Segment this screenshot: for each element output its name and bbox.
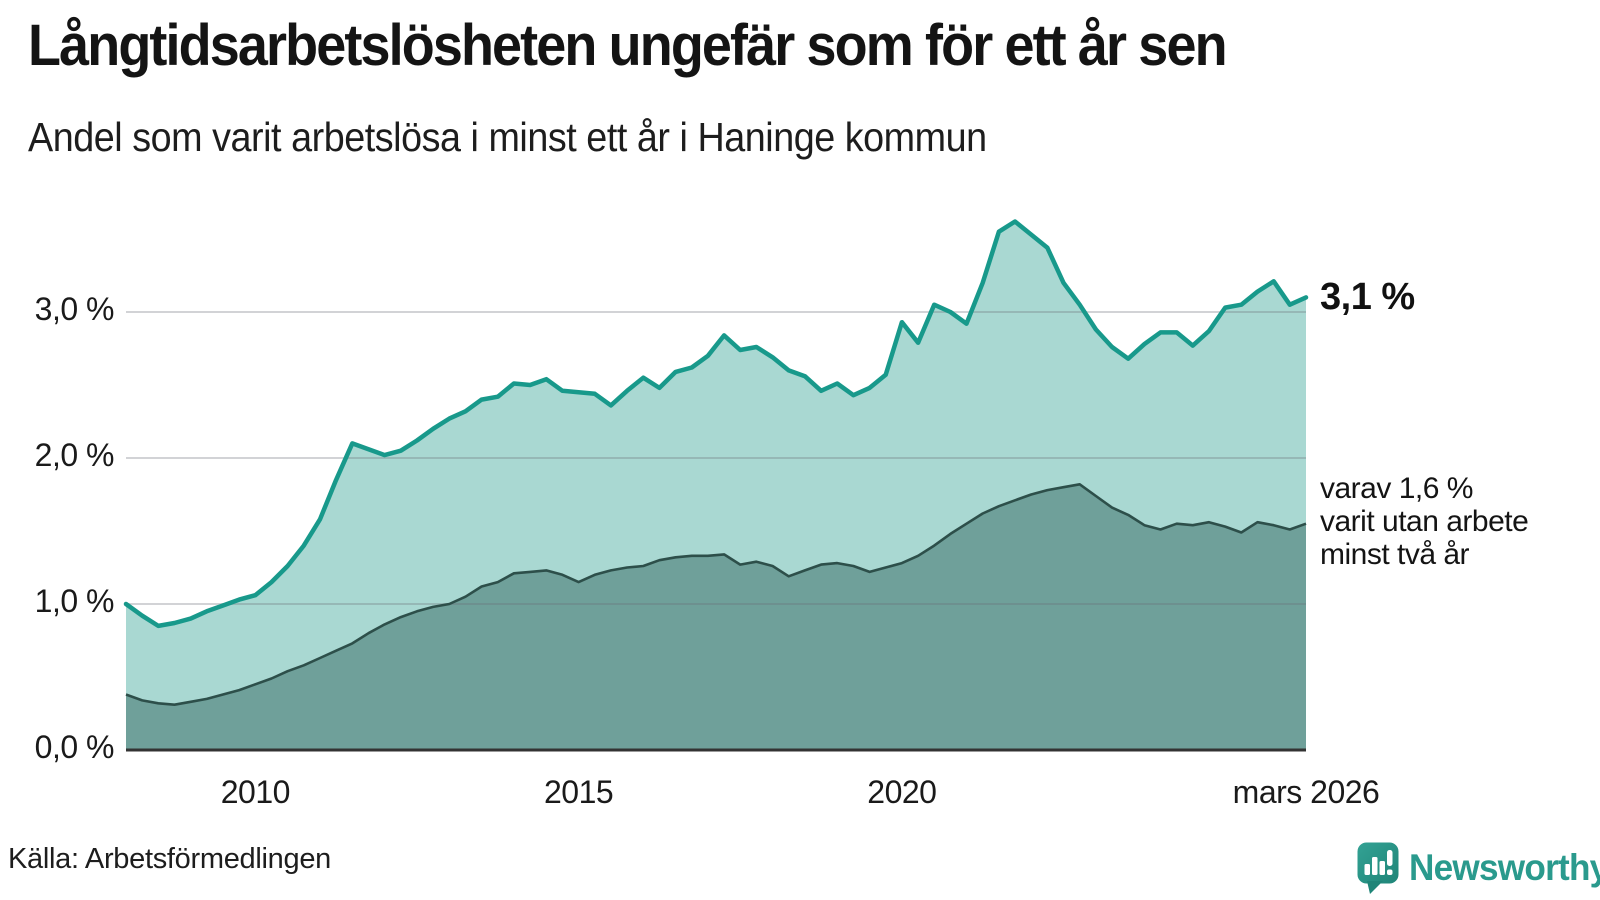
y-tick-label: 1,0 % xyxy=(34,583,115,619)
bar-chart-glyph xyxy=(1364,864,1370,875)
y-tick-label: 0,0 % xyxy=(34,729,115,765)
newsworthy-logo-icon xyxy=(1357,842,1399,894)
latest-value-label: 3,1 % xyxy=(1320,276,1415,319)
exclamation-glyph xyxy=(1387,850,1393,866)
x-tick-label: 2015 xyxy=(544,774,614,810)
line-two-years xyxy=(125,483,1307,706)
y-tick-label: 2,0 % xyxy=(34,437,115,473)
x-tick-label: mars 2026 xyxy=(1232,774,1380,810)
annotation-line-3: minst två år xyxy=(1320,537,1470,571)
annotation-line-1: varav 1,6 % xyxy=(1320,471,1473,505)
x-tick-label: 2010 xyxy=(220,774,291,810)
line-total xyxy=(123,219,1309,629)
y-tick-label: 3,0 % xyxy=(34,291,115,327)
annotation-line-2: varit utan arbete xyxy=(1320,504,1529,538)
area-two-years xyxy=(126,484,1306,750)
page-title: Långtidsarbetslösheten ungefär som för e… xyxy=(28,13,1228,78)
source-credit: Källa: Arbetsförmedlingen xyxy=(8,843,331,875)
newsworthy-logo: Newsworthy xyxy=(1356,841,1600,895)
x-tick-label: 2020 xyxy=(867,774,937,810)
newsworthy-logo-text: Newsworthy xyxy=(1409,847,1600,888)
secondary-series-annotation: varav 1,6 % varit utan arbete minst två … xyxy=(1320,471,1529,571)
page-subtitle: Andel som varit arbetslösa i minst ett å… xyxy=(28,114,987,160)
